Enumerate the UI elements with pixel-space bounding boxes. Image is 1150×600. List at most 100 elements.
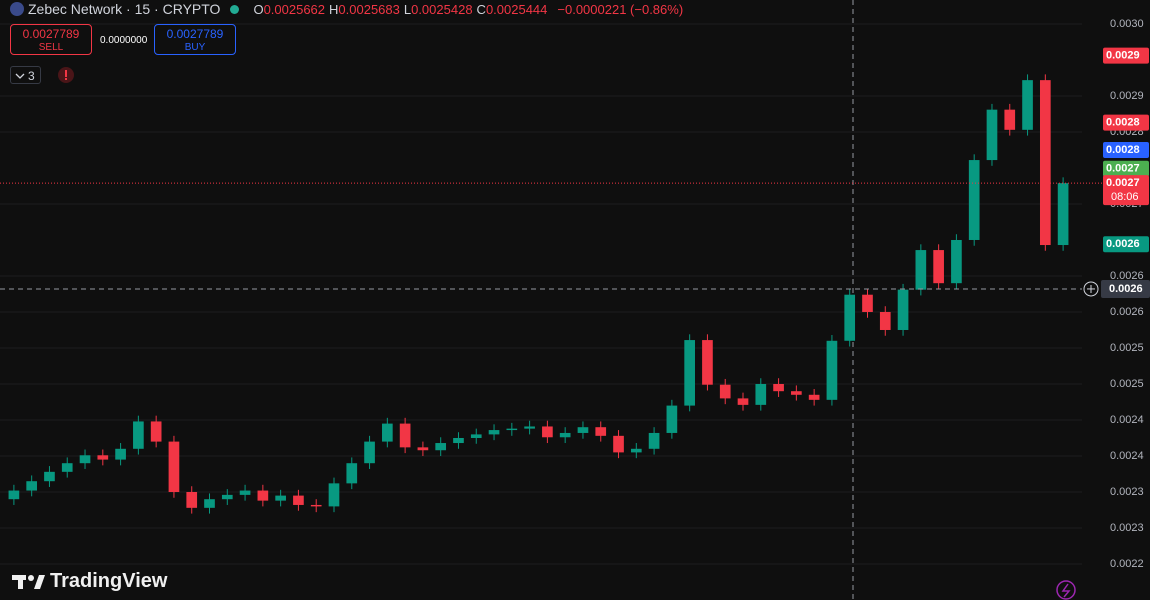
y-tick-label: 0.0030 xyxy=(1110,18,1144,30)
price-badge-label: 0.0026 xyxy=(1106,238,1140,250)
candle-body xyxy=(542,426,553,438)
candle-body xyxy=(399,423,411,448)
candle-body xyxy=(702,340,713,385)
candle-body xyxy=(1004,109,1016,130)
candle-body xyxy=(239,490,251,495)
ohlc-key: O xyxy=(253,1,264,17)
candle-body xyxy=(524,426,535,429)
candle-body xyxy=(897,289,909,330)
ohlc-value: 0.0025444 xyxy=(485,1,548,17)
candle-body xyxy=(630,448,642,453)
price-badge-label: 0.0027 xyxy=(1106,177,1140,189)
spread: 0.0000000 xyxy=(100,35,148,46)
buy-price: 0.0027789 xyxy=(166,27,224,41)
countdown: 08:06 xyxy=(1111,191,1139,203)
indicators-toggle[interactable]: 3 xyxy=(10,66,41,84)
y-tick-label: 0.0023 xyxy=(1110,486,1144,498)
candle-body xyxy=(364,441,375,464)
price-badge xyxy=(1103,160,1149,177)
candle-body xyxy=(186,491,198,508)
logo-icon xyxy=(12,574,45,589)
lightning-icon xyxy=(1061,583,1071,598)
candle-body xyxy=(879,311,891,330)
buy-button[interactable]: 0.0027789 BUY xyxy=(154,24,236,55)
candle-body xyxy=(97,455,109,460)
crosshair-label: 0.0026 xyxy=(1109,283,1143,295)
y-tick-label: 0.0029 xyxy=(1110,90,1144,102)
y-tick-label: 0.0024 xyxy=(1110,450,1144,462)
candle-body xyxy=(310,504,322,507)
logo: TradingView xyxy=(12,570,167,593)
ohlc-key: H xyxy=(329,1,339,17)
price-badge xyxy=(1103,141,1149,158)
candle-body xyxy=(1039,80,1051,246)
y-tick-label: 0.0026 xyxy=(1110,306,1144,318)
candle-body xyxy=(986,109,998,161)
price-badge xyxy=(1103,236,1149,253)
candle-body xyxy=(808,394,820,400)
candle-body xyxy=(506,428,518,431)
candle-body xyxy=(1057,183,1069,246)
candle-body xyxy=(115,448,126,460)
candle-body xyxy=(862,294,873,312)
sell-label: SELL xyxy=(38,42,64,53)
candle-body xyxy=(221,494,233,500)
candle-body xyxy=(168,441,180,492)
buy-label: BUY xyxy=(184,42,206,53)
candle-body xyxy=(79,455,91,464)
candle-body xyxy=(453,437,464,444)
price-axis-bg xyxy=(1082,0,1150,600)
candle-body xyxy=(559,432,571,438)
candle-body xyxy=(844,294,856,341)
ohlc-value: 0.0025662 xyxy=(263,1,326,17)
candle-body xyxy=(933,250,944,284)
price-badge-label: 0.0028 xyxy=(1106,117,1140,129)
crosshair-badge xyxy=(1101,279,1150,298)
candle-body xyxy=(8,490,20,500)
candle-body xyxy=(26,481,38,491)
candle-body xyxy=(737,398,749,405)
y-tick-label: 0.0022 xyxy=(1110,558,1144,570)
lightning-button[interactable] xyxy=(1056,580,1076,600)
chevron-icon xyxy=(15,73,25,79)
market-status xyxy=(230,4,240,14)
symbol[interactable]: Zebec Network · 15 · CRYPTO xyxy=(28,1,221,17)
candle-body xyxy=(595,427,607,436)
price-badge-label: 0.0029 xyxy=(1106,50,1140,62)
sell-button[interactable]: 0.0027789 SELL xyxy=(10,24,92,55)
y-tick-label: 0.0024 xyxy=(1110,414,1144,426)
candle-body xyxy=(968,160,980,240)
ohlc-value: 0.0025683 xyxy=(338,1,400,17)
candle-body xyxy=(417,447,429,451)
ohlc-value: 0.0025428 xyxy=(411,1,473,17)
error-icon[interactable] xyxy=(58,67,74,83)
candle-body xyxy=(666,405,678,433)
add-alert-button[interactable] xyxy=(1083,281,1099,297)
candle-body xyxy=(1022,80,1033,130)
candle-body xyxy=(488,430,500,435)
candle-body xyxy=(328,483,340,507)
candle-body xyxy=(684,340,695,406)
candle-body xyxy=(346,463,358,484)
candle-body xyxy=(755,383,767,405)
candle-body xyxy=(435,443,447,451)
candle-body xyxy=(648,432,660,449)
candle-body xyxy=(719,384,731,399)
candle-body xyxy=(275,495,286,501)
price-badge-label: 0.0027 xyxy=(1106,163,1140,175)
y-tick-label: 0.0025 xyxy=(1110,378,1144,390)
candle-body xyxy=(470,434,482,438)
candle-body xyxy=(951,239,962,284)
y-tick-label: 0.0026 xyxy=(1110,270,1144,282)
candle-body xyxy=(44,471,55,482)
candle-body xyxy=(791,391,802,395)
price-badge xyxy=(1103,114,1149,131)
indicators-count: 3 xyxy=(28,69,35,83)
candle-body xyxy=(293,495,304,505)
candle-body xyxy=(257,490,269,501)
candle-body xyxy=(773,383,784,392)
y-tick-label: 0.0023 xyxy=(1110,522,1144,534)
sell-price: 0.0027789 xyxy=(22,27,80,41)
candle-body xyxy=(204,499,215,508)
